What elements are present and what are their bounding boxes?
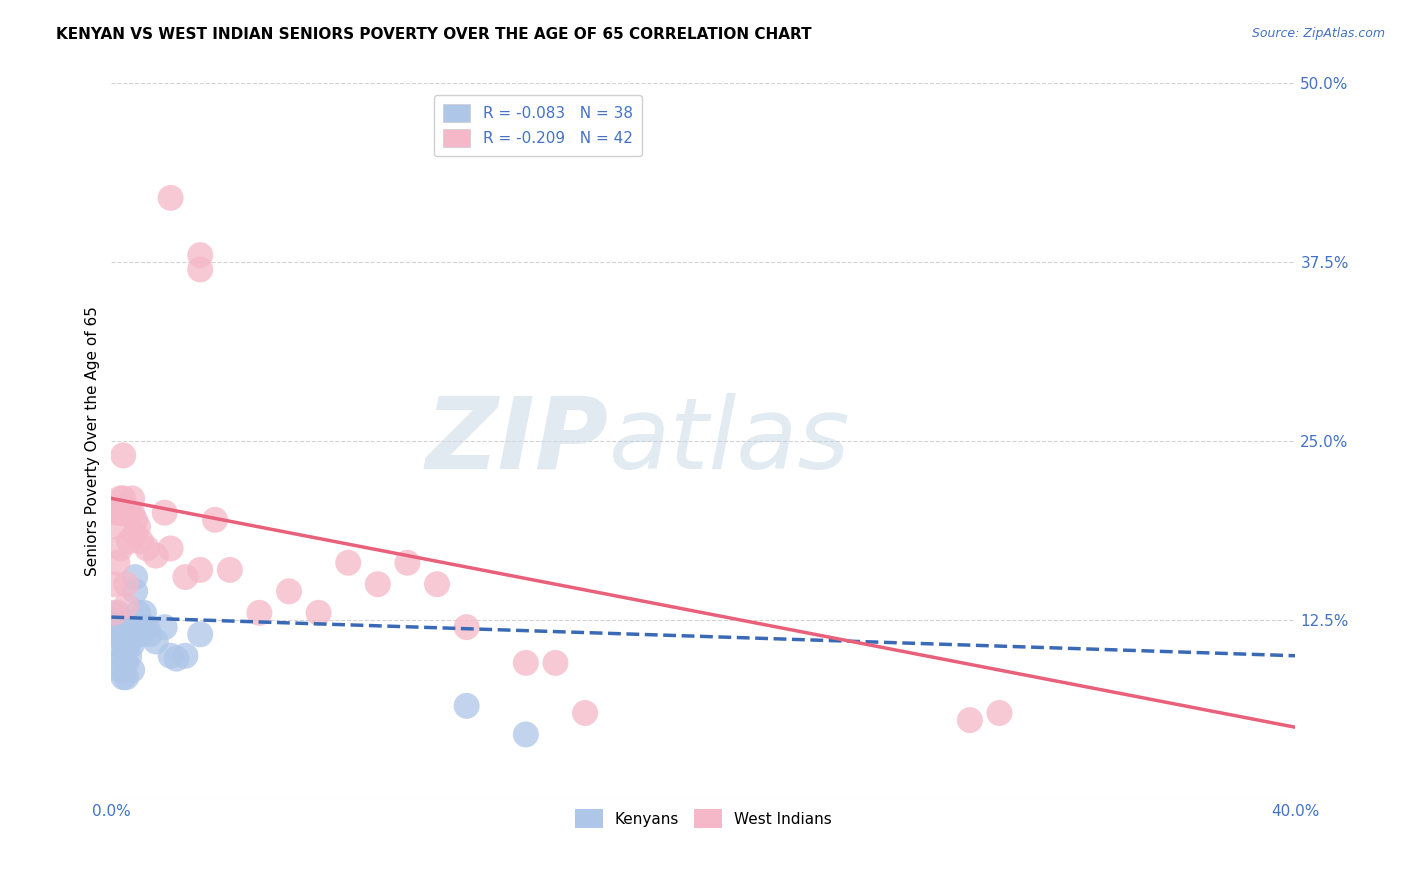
Point [124,527,146,541]
Y-axis label: Seniors Poverty Over the Age of 65: Seniors Poverty Over the Age of 65 [86,306,100,576]
Point [124,584,146,599]
Point [139,627,162,641]
Point [110,541,132,556]
Point [103,613,125,627]
Point [129,620,152,634]
Point [153,620,176,634]
Point [426,577,449,591]
Point [127,520,149,534]
Point [204,513,226,527]
Point [188,627,211,641]
Point [249,606,271,620]
Point [112,613,135,627]
Point [218,563,240,577]
Point [105,637,128,651]
Point [959,713,981,727]
Point [103,577,125,591]
Point [115,656,138,670]
Point [112,648,135,663]
Point [308,606,330,620]
Point [136,620,159,634]
Legend: Kenyans, West Indians: Kenyans, West Indians [569,804,838,834]
Point [337,556,360,570]
Text: Source: ZipAtlas.com: Source: ZipAtlas.com [1251,27,1385,40]
Point [110,491,132,506]
Point [515,727,537,741]
Point [121,637,143,651]
Point [456,698,478,713]
Point [129,534,152,549]
Point [145,549,167,563]
Point [110,613,132,627]
Point [574,706,596,720]
Point [121,491,143,506]
Point [115,670,138,684]
Point [129,627,152,641]
Point [188,262,211,277]
Point [110,506,132,520]
Point [118,506,141,520]
Point [110,663,132,677]
Point [124,513,146,527]
Point [112,634,135,648]
Point [121,623,143,637]
Point [132,606,155,620]
Text: ZIP: ZIP [426,392,609,490]
Point [174,570,197,584]
Point [112,449,135,463]
Point [174,648,197,663]
Point [159,541,181,556]
Point [166,651,188,665]
Point [118,634,141,648]
Point [105,656,128,670]
Point [115,641,138,656]
Point [105,606,128,620]
Point [110,623,132,637]
Point [121,663,143,677]
Text: atlas: atlas [609,392,851,490]
Point [112,670,135,684]
Point [988,706,1011,720]
Point [112,491,135,506]
Point [159,648,181,663]
Point [118,534,141,549]
Point [124,570,146,584]
Point [118,648,141,663]
Point [105,520,128,534]
Point [159,191,181,205]
Point [127,606,149,620]
Point [145,634,167,648]
Point [136,541,159,556]
Point [115,627,138,641]
Point [188,248,211,262]
Point [118,620,141,634]
Point [112,506,135,520]
Point [278,584,301,599]
Point [105,506,128,520]
Point [367,577,389,591]
Point [115,599,138,613]
Point [544,656,567,670]
Point [153,506,176,520]
Point [115,577,138,591]
Point [188,563,211,577]
Point [396,556,419,570]
Text: KENYAN VS WEST INDIAN SENIORS POVERTY OVER THE AGE OF 65 CORRELATION CHART: KENYAN VS WEST INDIAN SENIORS POVERTY OV… [56,27,811,42]
Point [103,627,125,641]
Point [103,606,125,620]
Point [105,556,128,570]
Point [121,506,143,520]
Point [515,656,537,670]
Point [456,620,478,634]
